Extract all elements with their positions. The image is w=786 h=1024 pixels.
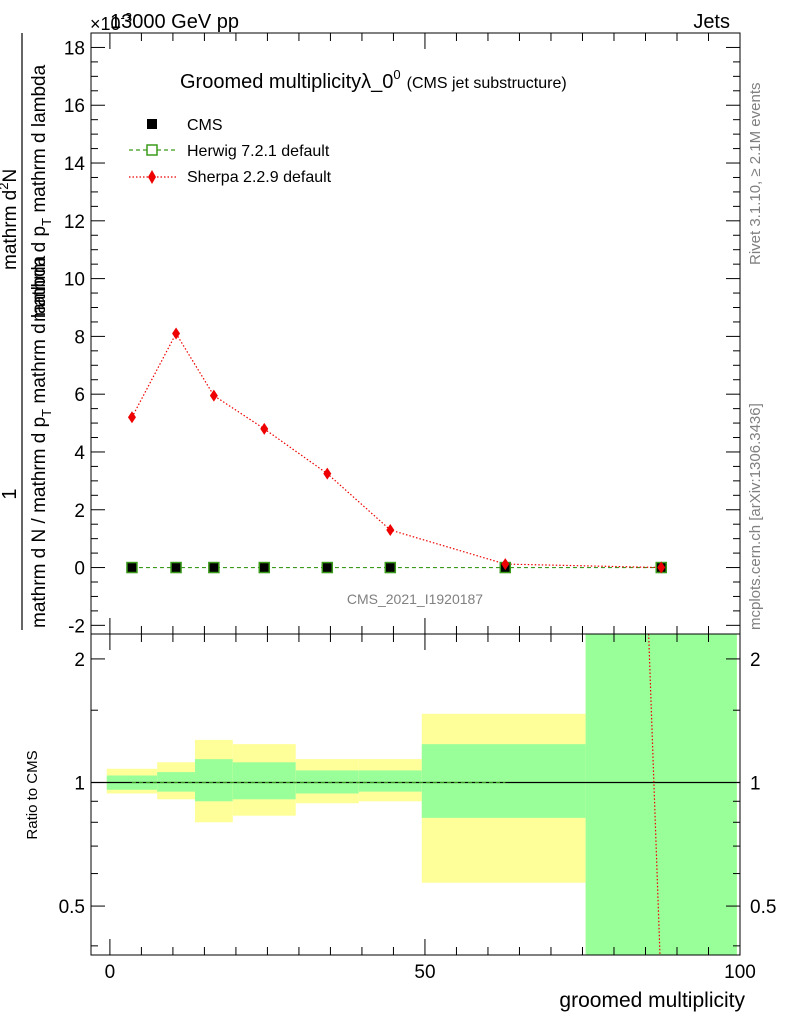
- herwig-point: [170, 561, 182, 574]
- mcplots-label: mcplots.cern.ch [arXiv:1306.3436]: [747, 403, 764, 630]
- cms-point: [259, 562, 270, 573]
- cms-point: [322, 562, 333, 573]
- header-jets: Jets: [693, 11, 730, 33]
- main-panel: -2 0 2 4 6 8 10 12 14 16 18: [64, 32, 741, 637]
- main-y-label: 1 mathrm d pT mathrm d lambda mathrm d2N…: [0, 33, 54, 630]
- main-ytick-label: 4: [74, 443, 85, 464]
- main-ytick-label: 10: [64, 270, 85, 291]
- ylabel-numerator: mathrm d pT mathrm d lambda: [29, 64, 54, 322]
- ratio-ytick-label: 2: [74, 650, 85, 671]
- herwig-point: [126, 561, 138, 574]
- herwig-point: [208, 561, 220, 574]
- ratio-panel: 0.5 0.5 1 1 2 2 0 50 100: [59, 633, 776, 983]
- herwig-point: [384, 561, 397, 574]
- ratio-ytick-label-right: 1: [750, 773, 761, 794]
- main-ytick-label: 12: [64, 212, 85, 233]
- chart-title: Groomed multiplicityλ_00(CMS jet substru…: [180, 67, 567, 93]
- legend-marker-cms: [147, 119, 157, 129]
- legend-label-cms: CMS: [187, 117, 223, 134]
- legend: CMS Herwig 7.2.1 default Sherpa 2.2.9 de…: [129, 117, 332, 186]
- herwig-point: [258, 561, 271, 574]
- cms-point: [208, 562, 219, 573]
- ratio-band-stat: [358, 770, 422, 792]
- ratio-xtick-label: 50: [414, 962, 435, 983]
- ratio-xtick-label: 0: [105, 962, 116, 983]
- sherpa-point: [657, 561, 666, 574]
- ratio-plot-content: [91, 633, 740, 956]
- ratio-band-stat: [194, 759, 233, 802]
- cms-point: [126, 562, 137, 573]
- ylabel-denominator: mathrm d N / mathrm d pT mathrm d lambda: [29, 255, 54, 628]
- ratio-ytick-label: 1: [74, 773, 85, 794]
- main-ytick-label: 18: [64, 38, 85, 59]
- herwig-point: [321, 561, 334, 574]
- main-x-ticks: [109, 33, 741, 634]
- main-ytick-label: 14: [64, 154, 86, 175]
- sherpa-point: [323, 467, 332, 480]
- main-ytick-label: -2: [68, 616, 85, 637]
- sherpa-point: [172, 327, 181, 340]
- watermark: CMS_2021_I1920187: [347, 591, 483, 607]
- main-y-axis: -2 0 2 4 6 8 10 12 14 16 18: [64, 38, 740, 637]
- rivet-label: Rivet 3.1.10, ≥ 2.1M events: [747, 83, 764, 266]
- sherpa-point: [127, 411, 136, 424]
- sherpa-point: [260, 422, 269, 435]
- cms-point: [385, 562, 396, 573]
- main-plot-content: [126, 327, 667, 574]
- sherpa-point: [209, 389, 218, 402]
- main-ytick-label: 2: [74, 501, 85, 522]
- ratio-x-axis: 0 50 100: [105, 634, 756, 983]
- ratio-ytick-label: 0.5: [59, 897, 85, 918]
- ratio-band-stat: [157, 772, 195, 792]
- sherpa-line: [131, 332, 662, 569]
- main-ytick-label: 8: [74, 327, 85, 348]
- sherpa-point: [386, 523, 395, 536]
- header-exponent: ×10-3: [90, 10, 132, 34]
- ratio-ytick-label-right: 0.5: [750, 897, 776, 918]
- main-ytick-label: 6: [74, 385, 85, 406]
- main-ytick-label: 16: [64, 96, 85, 117]
- ratio-ylabel: Ratio to CMS: [24, 750, 41, 839]
- header-energy: 13000 GeV pp: [110, 11, 239, 33]
- legend-marker-sherpa: [148, 170, 156, 184]
- legend-label-herwig: Herwig 7.2.1 default: [187, 143, 330, 160]
- ylabel-numerator-d2n: mathrm d2N: [0, 169, 21, 270]
- sherpa-point: [501, 558, 510, 571]
- ratio-band-stat: [232, 762, 296, 800]
- ratio-xlabel: groomed multiplicity: [559, 989, 745, 1012]
- ratio-y-axis: 0.5 0.5 1 1 2 2: [59, 650, 776, 947]
- legend-marker-herwig: [146, 144, 158, 156]
- ratio-ytick-label-right: 2: [750, 650, 761, 671]
- main-ytick-label: 0: [74, 559, 85, 580]
- ratio-xtick-label: 100: [724, 962, 756, 983]
- ylabel-one: 1: [0, 488, 21, 499]
- ratio-band-stat: [585, 634, 737, 955]
- ratio-band-stat: [421, 744, 586, 818]
- ratio-frame: [90, 633, 741, 956]
- cms-point: [171, 562, 182, 573]
- legend-label-sherpa: Sherpa 2.2.9 default: [187, 169, 332, 186]
- sherpa-ratio-line: [648, 633, 661, 956]
